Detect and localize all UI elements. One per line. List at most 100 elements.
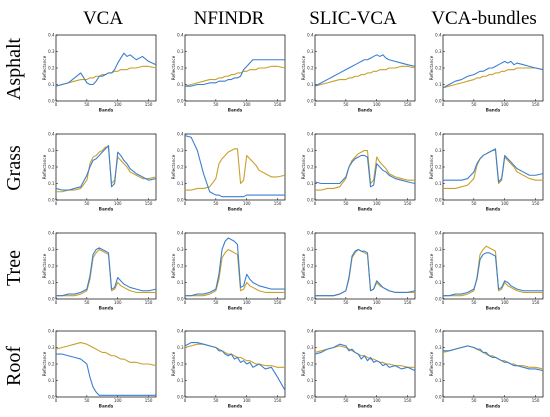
y-tick-label: 0.2 bbox=[177, 263, 184, 268]
column-title-vca: VCA bbox=[83, 8, 123, 29]
estimated-spectrum-line bbox=[185, 59, 285, 87]
x-tick-label: 150 bbox=[274, 102, 282, 107]
x-tick-label: 50 bbox=[343, 102, 349, 107]
estimated-spectrum-line bbox=[55, 145, 157, 191]
x-tick-label: 150 bbox=[404, 201, 412, 206]
x-tick-label: 0 bbox=[184, 300, 187, 305]
x-tick-label: 100 bbox=[373, 201, 381, 206]
y-tick-label: 0.0 bbox=[435, 98, 442, 103]
y-tick-label: 0.2 bbox=[48, 164, 55, 169]
y-tick-label: 0.2 bbox=[48, 263, 55, 268]
y-tick-label: 0.3 bbox=[177, 247, 184, 252]
y-tick-label: 0.3 bbox=[48, 247, 55, 252]
reference-spectrum-line bbox=[185, 248, 285, 297]
y-tick-label: 0.4 bbox=[307, 131, 314, 136]
plot-frame bbox=[184, 330, 286, 398]
y-axis-label: Reflectance bbox=[429, 154, 434, 179]
x-tick-label: 150 bbox=[532, 398, 540, 403]
panel-tree-vca: 0.0 0.1 0.2 0.3 0.4 0 50 100 150 Bands Reflectance bbox=[42, 230, 157, 311]
y-tick-label: 0.1 bbox=[307, 280, 314, 285]
y-tick-label: 0.2 bbox=[48, 65, 55, 70]
y-tick-label: 0.3 bbox=[48, 148, 55, 153]
y-tick-label: 0.1 bbox=[307, 378, 314, 383]
y-axis-label: Reflectance bbox=[301, 55, 306, 80]
y-tick-label: 0.1 bbox=[177, 181, 184, 186]
x-tick-label: 150 bbox=[145, 201, 153, 206]
plot-frame bbox=[314, 34, 416, 102]
y-tick-label: 0.4 bbox=[307, 230, 314, 235]
plot-frame bbox=[442, 232, 544, 300]
y-tick-label: 0.2 bbox=[307, 263, 314, 268]
y-tick-label: 0.2 bbox=[435, 361, 442, 366]
x-axis-label: Bands bbox=[358, 207, 373, 212]
y-axis-label: Reflectance bbox=[171, 351, 176, 376]
y-tick-label: 0.3 bbox=[307, 345, 314, 350]
y-tick-label: 0.1 bbox=[48, 280, 55, 285]
x-tick-label: 50 bbox=[343, 300, 349, 305]
panel-grass-slic-vca: 0.0 0.1 0.2 0.3 0.4 0 50 100 150 Bands Reflectance bbox=[301, 131, 416, 212]
x-tick-label: 50 bbox=[343, 201, 349, 206]
y-axis-label: Reflectance bbox=[42, 253, 47, 278]
estimated-spectrum-line bbox=[443, 252, 543, 297]
estimated-spectrum-line bbox=[56, 247, 157, 297]
plot-frame bbox=[314, 133, 416, 201]
x-tick-label: 150 bbox=[145, 300, 153, 305]
y-axis-label: Reflectance bbox=[42, 55, 47, 80]
panel-roof-vca: 0.0 0.1 0.2 0.3 0.4 0 50 100 150 Bands Reflectance bbox=[42, 328, 157, 409]
x-tick-label: 150 bbox=[404, 398, 412, 403]
panel-tree-nfindr: 0.0 0.1 0.2 0.3 0.4 0 50 100 150 Bands Reflectance bbox=[171, 230, 286, 311]
y-tick-label: 0.3 bbox=[307, 49, 314, 54]
y-tick-label: 0.0 bbox=[177, 197, 184, 202]
x-axis-label: Bands bbox=[228, 108, 243, 113]
x-axis-label: Bands bbox=[99, 404, 114, 409]
reference-spectrum-line bbox=[443, 149, 543, 189]
x-tick-label: 150 bbox=[404, 300, 412, 305]
y-tick-label: 0.3 bbox=[177, 148, 184, 153]
y-tick-label: 0.1 bbox=[48, 181, 55, 186]
x-tick-label: 0 bbox=[314, 398, 317, 403]
y-axis-label: Reflectance bbox=[42, 351, 47, 376]
y-tick-label: 0.0 bbox=[435, 296, 442, 301]
x-tick-label: 50 bbox=[213, 398, 219, 403]
panel-asphalt-vca: 0.0 0.1 0.2 0.3 0.4 0 50 100 150 Bands Reflectance bbox=[42, 32, 157, 113]
y-tick-label: 0.0 bbox=[435, 394, 442, 399]
y-tick-label: 0.1 bbox=[435, 181, 442, 186]
y-tick-label: 0.0 bbox=[48, 394, 55, 399]
x-tick-label: 150 bbox=[145, 102, 153, 107]
x-tick-label: 50 bbox=[471, 102, 477, 107]
reference-spectrum-line bbox=[314, 345, 415, 368]
y-tick-label: 0.4 bbox=[48, 328, 55, 333]
x-tick-label: 50 bbox=[84, 300, 90, 305]
x-tick-label: 0 bbox=[314, 300, 317, 305]
y-axis-label: Reflectance bbox=[301, 154, 306, 179]
reference-spectrum-line bbox=[184, 65, 286, 87]
x-tick-label: 0 bbox=[314, 201, 317, 206]
plot-frame bbox=[184, 133, 286, 201]
x-tick-label: 150 bbox=[274, 398, 282, 403]
reference-spectrum-line bbox=[442, 67, 544, 89]
y-axis-label: Reflectance bbox=[429, 55, 434, 80]
x-tick-label: 0 bbox=[442, 201, 445, 206]
y-tick-label: 0.4 bbox=[435, 230, 442, 235]
y-tick-label: 0.3 bbox=[435, 345, 442, 350]
y-tick-label: 0.2 bbox=[177, 164, 184, 169]
x-axis-label: Bands bbox=[99, 306, 114, 311]
x-tick-label: 0 bbox=[442, 102, 445, 107]
y-tick-label: 0.4 bbox=[48, 32, 55, 37]
x-tick-label: 50 bbox=[471, 300, 477, 305]
plot-frame bbox=[184, 34, 286, 102]
y-axis-label: Reflectance bbox=[171, 253, 176, 278]
x-tick-label: 0 bbox=[55, 201, 58, 206]
plot-frame bbox=[314, 232, 416, 300]
y-tick-label: 0.2 bbox=[48, 361, 55, 366]
y-tick-label: 0.1 bbox=[435, 82, 442, 87]
x-tick-label: 50 bbox=[84, 201, 90, 206]
estimated-spectrum-line bbox=[314, 343, 416, 372]
x-axis-label: Bands bbox=[228, 207, 243, 212]
column-title-vca-bundles: VCA-bundles bbox=[431, 8, 537, 29]
y-tick-label: 0.3 bbox=[177, 345, 184, 350]
estimated-spectrum-line bbox=[314, 154, 416, 188]
y-tick-label: 0.4 bbox=[177, 230, 184, 235]
column-title-slic-vca: SLIC-VCA bbox=[309, 8, 397, 29]
x-tick-label: 50 bbox=[343, 398, 349, 403]
